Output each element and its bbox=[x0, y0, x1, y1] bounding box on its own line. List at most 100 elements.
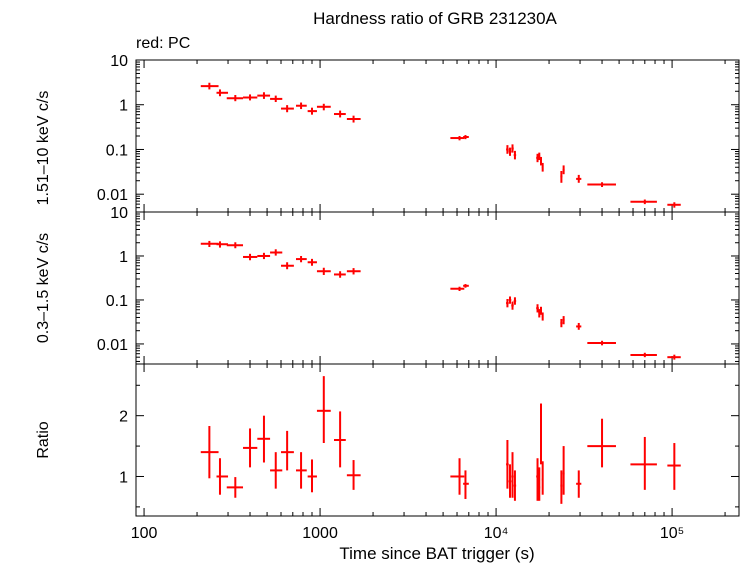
data-point bbox=[560, 318, 563, 328]
y-tick-label: 1 bbox=[119, 249, 128, 266]
data-point bbox=[508, 147, 512, 156]
data-point bbox=[307, 107, 317, 115]
data-point bbox=[560, 171, 563, 183]
data-point bbox=[630, 352, 657, 358]
data-point bbox=[506, 440, 509, 489]
data-point bbox=[346, 115, 361, 123]
data-point bbox=[307, 459, 317, 493]
data-point bbox=[200, 82, 219, 90]
y-tick-label: 2 bbox=[119, 409, 128, 426]
data-point bbox=[316, 103, 331, 111]
data-point bbox=[576, 174, 582, 183]
panel-frame bbox=[135, 363, 740, 517]
data-point bbox=[257, 415, 271, 463]
data-point bbox=[511, 452, 514, 498]
data-point bbox=[270, 452, 283, 489]
data-point bbox=[562, 316, 565, 325]
data-point bbox=[333, 110, 346, 118]
panels-group: 10 1 0.1 0.01 1.51–10 keV c/s 10 1 0.1 0.01 0.3–1… bbox=[35, 53, 740, 542]
data-point bbox=[270, 95, 283, 103]
x-tick-label: 100 bbox=[131, 525, 158, 542]
data-point bbox=[333, 411, 346, 468]
data-point bbox=[587, 418, 616, 468]
data-point bbox=[226, 242, 244, 249]
data-point bbox=[463, 284, 469, 288]
data-point bbox=[243, 94, 258, 101]
data-point bbox=[630, 199, 657, 205]
data-point bbox=[511, 144, 514, 153]
y-tick-label: 0.01 bbox=[97, 187, 128, 204]
data-point bbox=[540, 403, 543, 465]
data-point bbox=[307, 258, 317, 266]
data-point bbox=[506, 145, 509, 154]
data-point bbox=[316, 376, 331, 444]
data-point bbox=[541, 461, 544, 495]
data-point bbox=[576, 470, 582, 498]
data-point bbox=[200, 240, 219, 248]
data-point bbox=[667, 443, 681, 490]
data-point bbox=[538, 152, 541, 161]
legend-text: red: PC bbox=[136, 35, 190, 52]
data-point bbox=[587, 182, 616, 187]
data-point bbox=[541, 312, 544, 321]
x-tick-label: 10⁴ bbox=[484, 525, 509, 542]
data-point bbox=[540, 306, 543, 315]
data-point bbox=[508, 464, 512, 498]
data-point bbox=[667, 354, 681, 360]
data-point bbox=[538, 309, 541, 318]
x-tick-label: 1000 bbox=[302, 525, 338, 542]
data-point bbox=[560, 470, 563, 504]
y-tick-label: 1 bbox=[119, 98, 128, 115]
data-point bbox=[243, 428, 258, 468]
data-point bbox=[562, 165, 565, 175]
y-tick-label: 0.01 bbox=[97, 337, 128, 354]
data-point bbox=[630, 436, 657, 490]
data-point bbox=[316, 267, 331, 275]
y-tick-label: 10 bbox=[110, 205, 128, 222]
data-point bbox=[508, 296, 512, 304]
panel-ratio: 2 1 Ratio bbox=[35, 363, 740, 517]
data-point bbox=[226, 95, 244, 102]
data-point bbox=[506, 299, 509, 308]
y-tick-label: 0.1 bbox=[106, 142, 128, 159]
data-point bbox=[281, 262, 294, 270]
data-point bbox=[576, 322, 582, 330]
data-point bbox=[536, 304, 539, 313]
y-tick-label: 1 bbox=[119, 469, 128, 486]
data-point bbox=[243, 253, 258, 261]
data-point bbox=[270, 249, 283, 256]
x-tick-label: 10⁵ bbox=[660, 525, 684, 542]
data-point bbox=[450, 136, 465, 141]
data-point bbox=[257, 92, 271, 99]
y-tick-label: 0.1 bbox=[106, 293, 128, 310]
data-point bbox=[511, 301, 514, 310]
data-point bbox=[216, 241, 229, 248]
data-point bbox=[513, 470, 517, 501]
y-axis-label: 0.3–1.5 keV c/s bbox=[35, 233, 52, 343]
data-point bbox=[346, 268, 361, 275]
data-point bbox=[463, 135, 469, 140]
data-point bbox=[281, 430, 294, 471]
chart-title: Hardness ratio of GRB 231230A bbox=[313, 9, 557, 28]
y-axis-label: 1.51–10 keV c/s bbox=[35, 91, 52, 206]
data-point bbox=[200, 426, 219, 479]
data-point bbox=[257, 252, 271, 260]
data-point bbox=[216, 458, 229, 495]
data-point bbox=[281, 105, 294, 113]
y-axis-label: Ratio bbox=[35, 421, 52, 458]
data-point bbox=[296, 102, 307, 110]
data-point bbox=[538, 467, 541, 501]
panel-hard: 10 1 0.1 0.01 1.51–10 keV c/s bbox=[35, 53, 740, 213]
data-point bbox=[541, 162, 544, 172]
data-point bbox=[587, 340, 616, 346]
data-point bbox=[450, 286, 465, 291]
x-axis-label: Time since BAT trigger (s) bbox=[339, 544, 534, 563]
data-point bbox=[513, 150, 517, 160]
data-point bbox=[216, 89, 229, 97]
data-point bbox=[463, 470, 469, 499]
data-point bbox=[667, 202, 681, 208]
data-point bbox=[562, 446, 565, 495]
y-tick-label: 10 bbox=[110, 53, 128, 70]
